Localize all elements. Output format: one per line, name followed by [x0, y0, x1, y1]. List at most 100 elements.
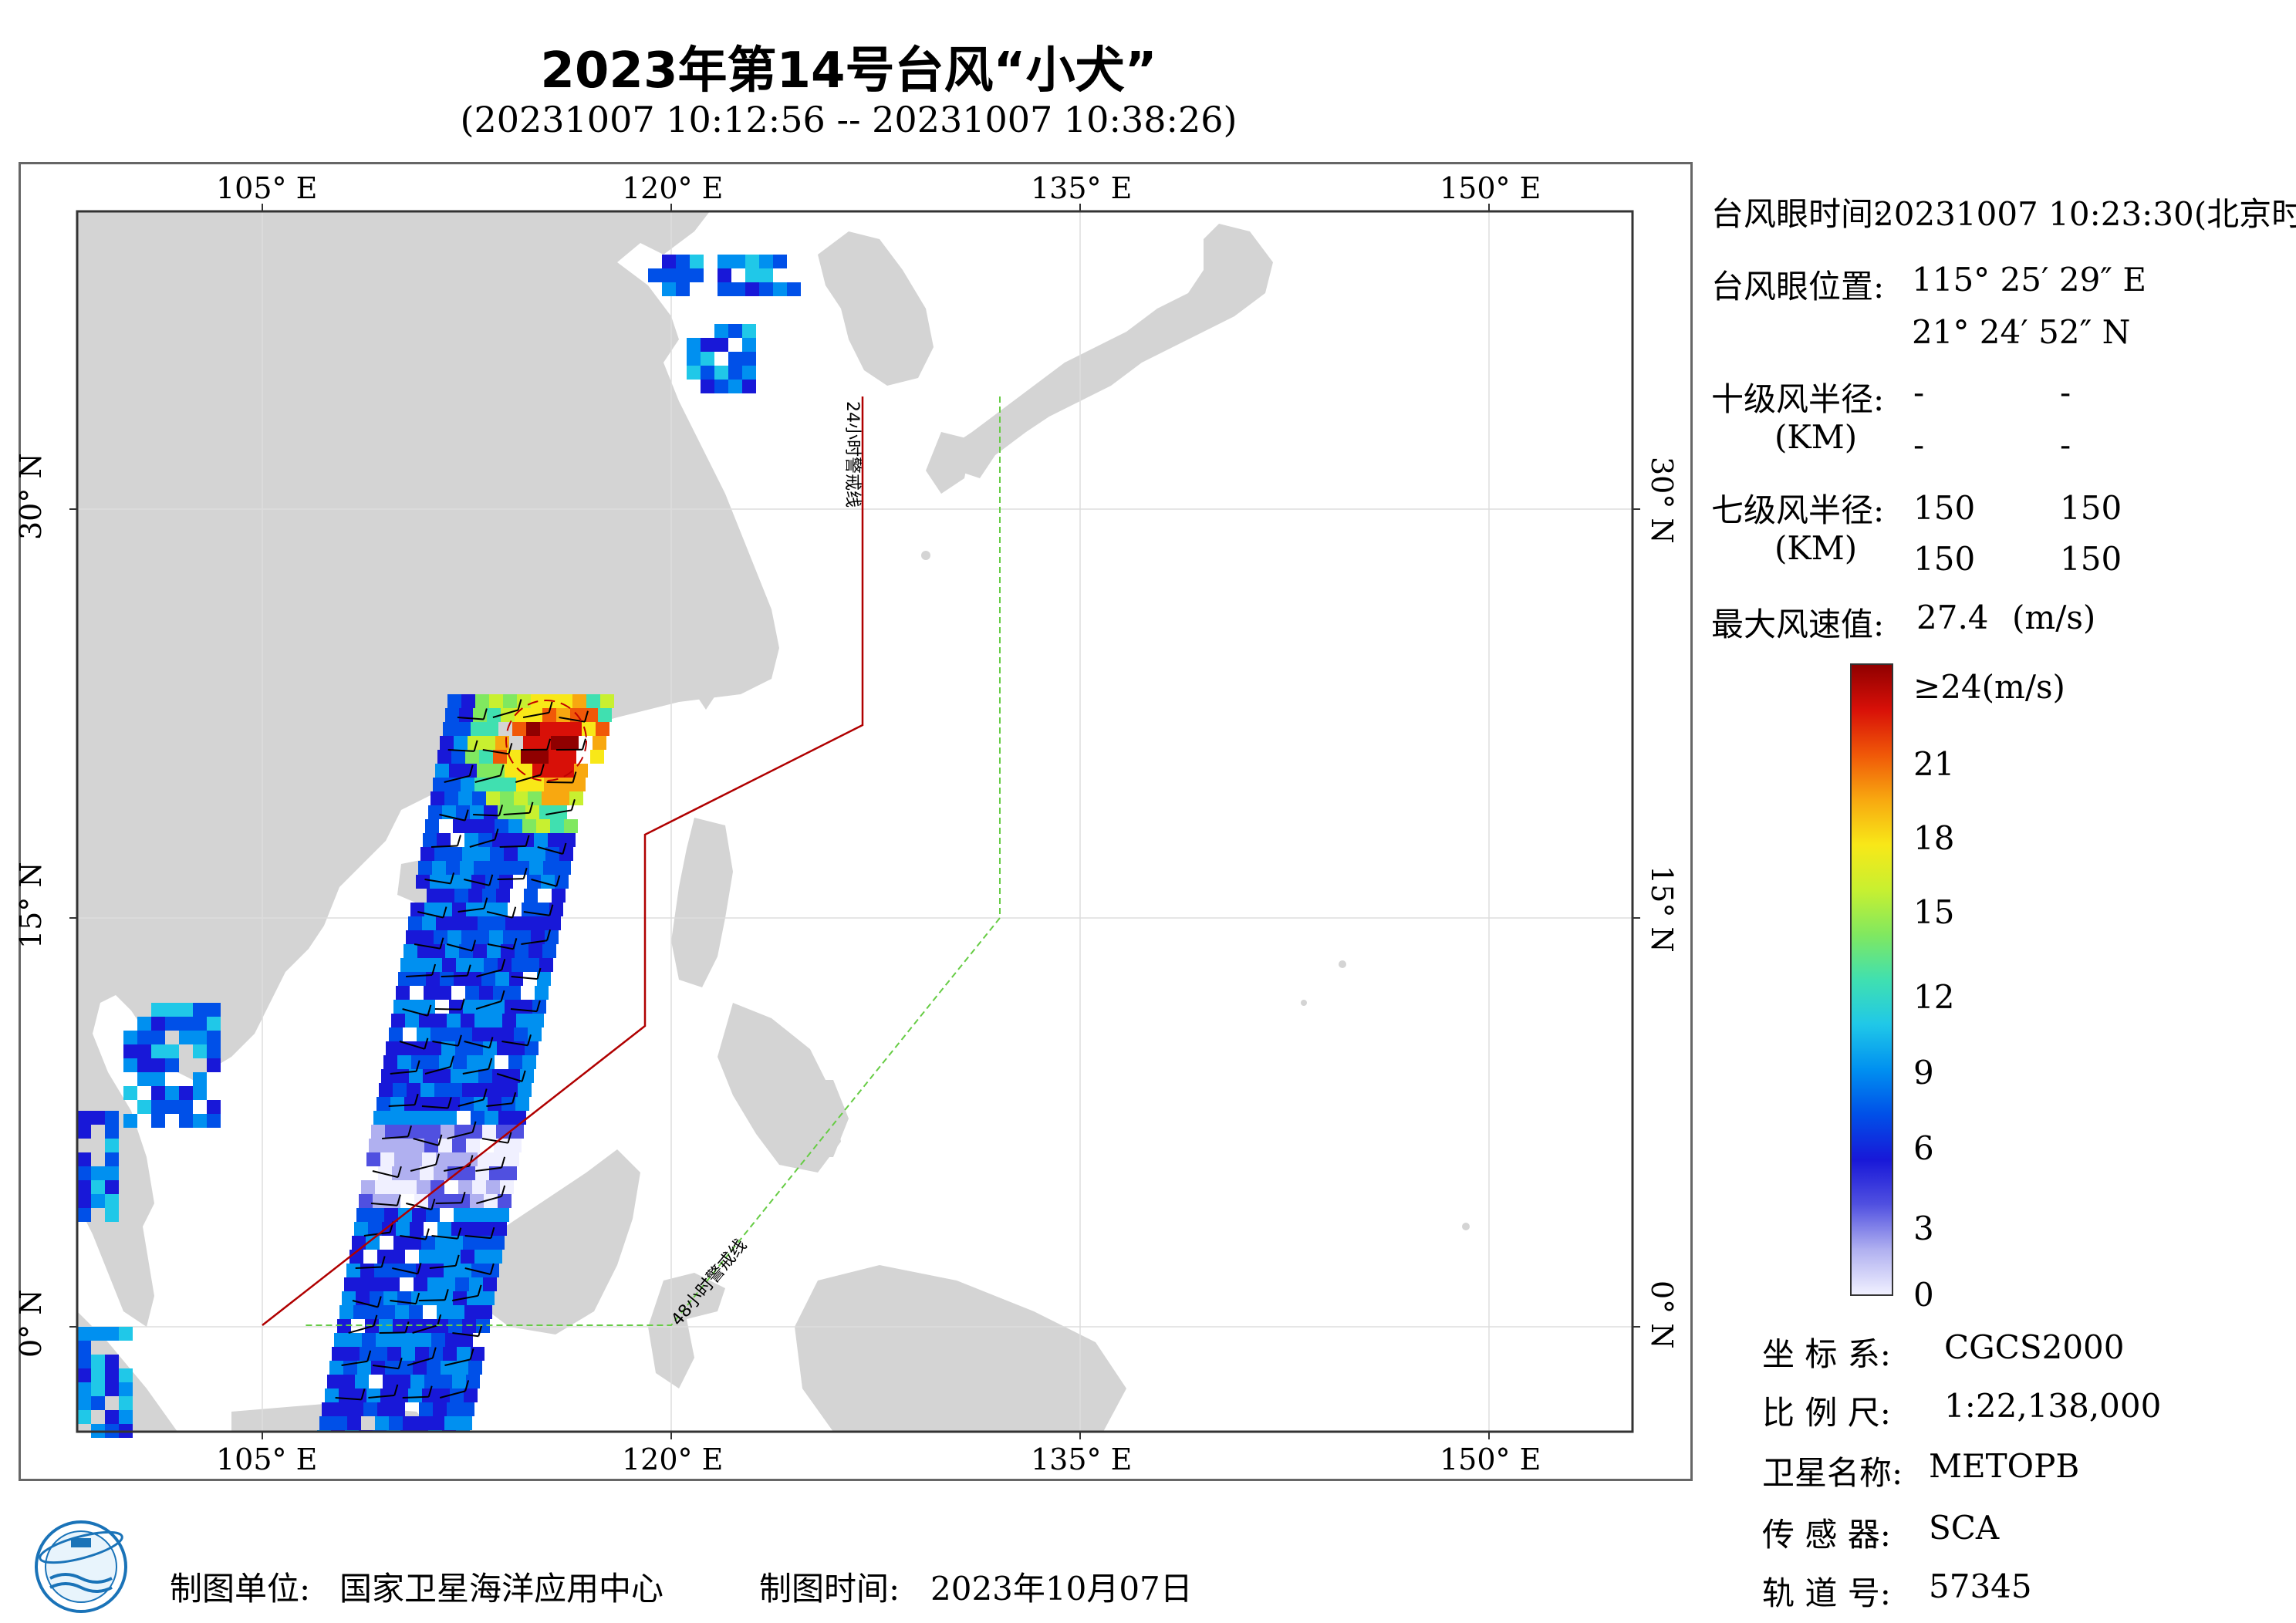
wind-cell: [376, 1333, 390, 1347]
wind-cell: [568, 722, 582, 736]
wind-barb: [492, 709, 518, 718]
wind-cell: [433, 1250, 447, 1264]
wind-cell: [742, 380, 756, 393]
wind-cell: [91, 1327, 105, 1341]
wind-cell: [527, 875, 541, 889]
wind-cell: [408, 1152, 422, 1166]
wind-cell: [360, 1264, 374, 1277]
wind-barb-flag: [373, 1314, 378, 1327]
lat-tick-left-15: 15° N: [14, 862, 48, 949]
wind-barb-flag: [404, 1321, 410, 1333]
wind-cell: [413, 1125, 427, 1139]
wind-cell: [459, 1333, 473, 1347]
wind-cell: [408, 916, 422, 930]
wind-cell: [373, 1111, 387, 1125]
wind-barb-flag: [450, 872, 455, 884]
wind-cell: [477, 1236, 491, 1250]
wind-cell: [391, 1402, 405, 1416]
lon-tick-bottom-150: 150° E: [1440, 1442, 1541, 1476]
wind-cell: [718, 268, 731, 282]
wind-cell: [494, 903, 508, 916]
wind-cell: [91, 1194, 105, 1208]
wind-cell: [105, 1139, 119, 1152]
wind-cell: [528, 791, 542, 805]
wind-cell: [451, 1222, 465, 1236]
wind-cell: [333, 1416, 347, 1430]
wind-cell: [435, 1236, 449, 1250]
wind-barb: [476, 969, 502, 977]
wind-cell: [519, 916, 533, 930]
land-luzon: [671, 818, 733, 987]
wind-cell: [440, 972, 454, 986]
wind-cell: [559, 847, 573, 861]
wind-cell: [471, 1264, 485, 1277]
wind-cell: [509, 972, 523, 986]
max-wind-value: 27.4: [1916, 599, 1989, 636]
wind-barb: [399, 1041, 425, 1050]
wind-cell: [569, 791, 583, 805]
wind-cell: [515, 1097, 529, 1111]
wind-cell: [461, 1402, 474, 1416]
wind-cell: [454, 736, 468, 750]
wind-cell: [598, 708, 612, 722]
wind-barb-flag: [393, 1384, 399, 1396]
wind-barb: [392, 1267, 418, 1275]
wind-cell: [535, 903, 549, 916]
wind-cell: [397, 1375, 410, 1388]
wind-cell: [403, 1333, 417, 1347]
wind-barb: [402, 1395, 429, 1399]
wind-cell: [560, 764, 574, 778]
wind-barb-flag: [444, 1289, 449, 1301]
wind-barb: [412, 1324, 438, 1334]
wind-barb: [372, 1170, 399, 1179]
wind-cell: [534, 833, 548, 847]
legend-tick-6: 6: [1913, 1129, 1934, 1167]
wind-cell: [137, 1017, 151, 1031]
wind-cell: [514, 1027, 528, 1041]
wind-barb: [390, 1300, 417, 1305]
wind-cell: [497, 1041, 511, 1055]
wind-cell: [410, 1139, 424, 1152]
wind-cell: [476, 847, 490, 861]
wind-cell: [395, 1305, 409, 1319]
wind-barb: [352, 1300, 379, 1308]
wind-cell: [787, 282, 801, 296]
wind-barb-flag: [525, 835, 530, 847]
r10-label: 十级风半径:: [1711, 380, 1885, 418]
wind-cell: [355, 1375, 369, 1388]
wind-cell: [451, 750, 465, 764]
wind-cell: [434, 1166, 447, 1180]
wind-barb-flag: [549, 904, 554, 916]
wind-cell: [438, 1139, 452, 1152]
wind-cell: [151, 1114, 165, 1128]
wind-barb: [446, 943, 473, 952]
wind-cell: [400, 958, 414, 972]
wind-cell: [386, 1041, 400, 1055]
wind-barb: [402, 1008, 428, 1017]
wind-cell: [354, 1222, 368, 1236]
lat-tick-left-0: 0° N: [14, 1289, 48, 1358]
wind-cell: [462, 847, 476, 861]
wind-cell: [401, 1111, 415, 1125]
wind-barb-flag: [539, 764, 545, 775]
wind-cell: [481, 1208, 495, 1222]
wind-cell: [403, 944, 417, 958]
wind-cell: [407, 1319, 420, 1333]
wind-cell: [438, 1375, 452, 1388]
wind-cell: [417, 1027, 430, 1041]
wind-cell: [529, 861, 543, 875]
wind-cell: [461, 930, 475, 944]
wind-barb: [458, 907, 485, 913]
wind-cell: [648, 268, 662, 282]
wind-cell: [179, 1031, 193, 1044]
land-borneo: [471, 1149, 640, 1335]
wind-cell: [541, 875, 555, 889]
wind-barb: [486, 1102, 513, 1107]
wind-cell: [91, 1396, 105, 1410]
wind-cell: [539, 805, 553, 819]
wind-barb: [457, 717, 484, 720]
wind-cell: [408, 1388, 422, 1402]
wind-cell: [427, 1125, 441, 1139]
wind-cell: [348, 1333, 362, 1347]
